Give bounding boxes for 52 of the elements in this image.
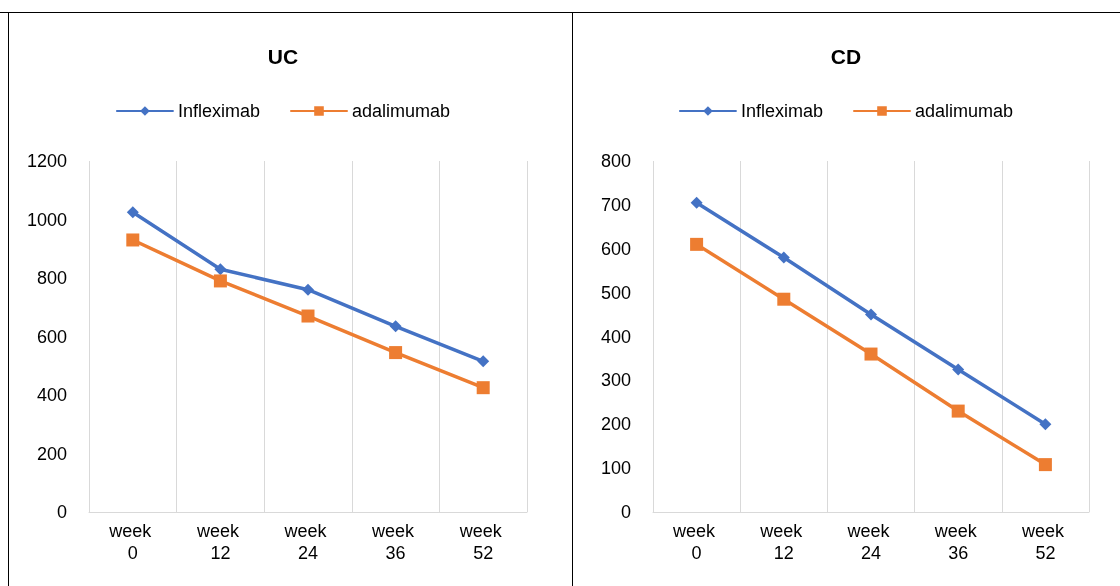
legend-label: Infleximab xyxy=(177,101,260,121)
x-tick-label: week 0 xyxy=(672,521,721,563)
x-tick-label: week 52 xyxy=(1020,521,1069,563)
y-tick-label: 800 xyxy=(36,268,67,288)
point xyxy=(301,309,315,323)
point xyxy=(777,251,790,264)
y-tick-label: 800 xyxy=(600,151,631,171)
y-tick-label: 400 xyxy=(36,385,67,405)
y-tick-label: 400 xyxy=(600,326,631,347)
point xyxy=(951,404,965,418)
legend-label: Infleximab xyxy=(740,101,823,121)
x-tick-label: week 52 xyxy=(458,521,507,563)
legend-label: adalimumab xyxy=(914,101,1014,121)
y-tick-label: 200 xyxy=(36,443,67,464)
y-tick-label: 1200 xyxy=(26,151,67,171)
point xyxy=(1039,418,1052,431)
x-tick-label: week 24 xyxy=(846,521,895,563)
point xyxy=(864,347,878,361)
y-tick-label: 0 xyxy=(56,502,67,522)
point xyxy=(690,237,704,251)
y-tick-label: 600 xyxy=(36,326,67,347)
y-tick-label: 200 xyxy=(600,414,631,435)
chart-title: UC xyxy=(267,45,299,68)
point xyxy=(213,274,227,288)
y-tick-label: 500 xyxy=(600,282,631,303)
point xyxy=(952,363,965,376)
point xyxy=(389,346,403,360)
x-tick-label: week 0 xyxy=(108,521,157,563)
point xyxy=(865,308,877,321)
point xyxy=(126,233,140,247)
x-tick-label: week 12 xyxy=(195,521,244,563)
point xyxy=(1038,458,1052,472)
x-tick-label: week 36 xyxy=(933,521,982,563)
point xyxy=(690,196,703,209)
y-tick-label: 100 xyxy=(600,458,631,479)
x-tick-label: week 36 xyxy=(371,521,420,563)
point xyxy=(777,292,791,306)
point xyxy=(477,355,490,368)
point xyxy=(389,320,402,333)
point xyxy=(126,206,139,219)
x-tick-label: week 24 xyxy=(283,521,332,563)
y-tick-label: 700 xyxy=(600,194,631,215)
point xyxy=(302,283,314,296)
y-tick-label: 600 xyxy=(600,238,631,259)
point xyxy=(476,381,490,395)
y-tick-label: 300 xyxy=(600,370,631,391)
y-tick-label: 1000 xyxy=(26,209,67,230)
legend-label: adalimumab xyxy=(351,101,451,121)
y-tick-label: 0 xyxy=(620,502,631,522)
chart-title: CD xyxy=(830,45,862,68)
x-tick-label: week 12 xyxy=(759,521,808,563)
point xyxy=(214,263,227,276)
